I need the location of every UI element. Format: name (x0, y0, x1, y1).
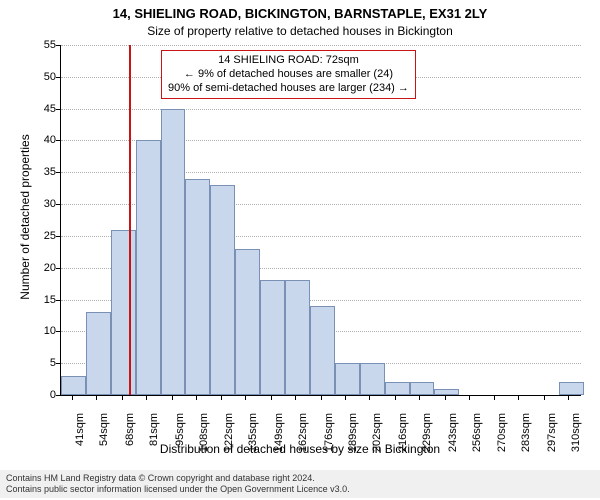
xtick-mark (221, 395, 222, 400)
xtick-label: 108sqm (198, 413, 210, 463)
histogram-bar (434, 389, 459, 395)
ytick-label: 50 (26, 71, 56, 83)
xtick-mark (196, 395, 197, 400)
ytick-label: 10 (26, 325, 56, 337)
xtick-label: 216sqm (397, 413, 409, 463)
ytick-mark (56, 140, 61, 141)
footer-line1: Contains HM Land Registry data © Crown c… (6, 473, 594, 484)
xtick-label: 122sqm (223, 413, 235, 463)
xtick-label: 283sqm (520, 413, 532, 463)
chart-subtitle: Size of property relative to detached ho… (0, 24, 600, 38)
ytick-mark (56, 268, 61, 269)
footer-attribution: Contains HM Land Registry data © Crown c… (0, 470, 600, 498)
annotation-box: 14 SHIELING ROAD: 72sqm← 9% of detached … (161, 50, 416, 99)
ytick-label: 45 (26, 103, 56, 115)
xtick-mark (395, 395, 396, 400)
ytick-mark (56, 395, 61, 396)
histogram-bar (161, 109, 186, 395)
xtick-label: 135sqm (247, 413, 259, 463)
xtick-label: 149sqm (273, 413, 285, 463)
xtick-label: 54sqm (98, 413, 110, 463)
xtick-label: 81sqm (148, 413, 160, 463)
xtick-mark (271, 395, 272, 400)
histogram-bar (136, 140, 161, 395)
annotation-line1: 14 SHIELING ROAD: 72sqm (168, 54, 409, 68)
xtick-mark (419, 395, 420, 400)
annotation-line3: 90% of semi-detached houses are larger (… (168, 82, 409, 96)
xtick-mark (544, 395, 545, 400)
annotation-line2: ← 9% of detached houses are smaller (24) (168, 68, 409, 82)
ytick-label: 35 (26, 166, 56, 178)
xtick-label: 189sqm (347, 413, 359, 463)
histogram-bar (335, 363, 360, 395)
histogram-bar (235, 249, 260, 395)
xtick-mark (72, 395, 73, 400)
xtick-label: 229sqm (421, 413, 433, 463)
ytick-label: 20 (26, 262, 56, 274)
xtick-mark (295, 395, 296, 400)
gridline (61, 45, 581, 46)
xtick-label: 297sqm (546, 413, 558, 463)
histogram-bar (185, 179, 210, 395)
xtick-label: 243sqm (447, 413, 459, 463)
xtick-mark (122, 395, 123, 400)
xtick-label: 68sqm (124, 413, 136, 463)
ytick-label: 55 (26, 39, 56, 51)
histogram-bar (385, 382, 410, 395)
xtick-label: 41sqm (74, 413, 86, 463)
xtick-label: 95sqm (174, 413, 186, 463)
ytick-mark (56, 204, 61, 205)
histogram-bar (61, 376, 86, 395)
ytick-label: 40 (26, 134, 56, 146)
xtick-mark (494, 395, 495, 400)
xtick-mark (96, 395, 97, 400)
histogram-bar (410, 382, 435, 395)
histogram-bar (260, 280, 285, 395)
ytick-mark (56, 77, 61, 78)
ytick-label: 25 (26, 230, 56, 242)
histogram-bar (310, 306, 335, 395)
ytick-label: 30 (26, 198, 56, 210)
histogram-bar (86, 312, 111, 395)
footer-line2: Contains public sector information licen… (6, 484, 594, 495)
histogram-bar (285, 280, 310, 395)
xtick-mark (518, 395, 519, 400)
ytick-mark (56, 172, 61, 173)
y-axis-label: Number of detached properties (18, 117, 32, 317)
histogram-bar (360, 363, 385, 395)
histogram-bar (210, 185, 235, 395)
xtick-mark (568, 395, 569, 400)
xtick-mark (469, 395, 470, 400)
xtick-label: 256sqm (471, 413, 483, 463)
xtick-mark (369, 395, 370, 400)
xtick-label: 202sqm (371, 413, 383, 463)
ytick-mark (56, 331, 61, 332)
ytick-label: 0 (26, 389, 56, 401)
plot-area: 14 SHIELING ROAD: 72sqm← 9% of detached … (60, 45, 581, 396)
xtick-label: 270sqm (496, 413, 508, 463)
xtick-mark (321, 395, 322, 400)
xtick-mark (445, 395, 446, 400)
xtick-label: 310sqm (570, 413, 582, 463)
ytick-mark (56, 236, 61, 237)
gridline (61, 109, 581, 110)
xtick-mark (172, 395, 173, 400)
xtick-mark (245, 395, 246, 400)
ytick-mark (56, 45, 61, 46)
chart-title: 14, SHIELING ROAD, BICKINGTON, BARNSTAPL… (0, 6, 600, 21)
xtick-mark (345, 395, 346, 400)
ytick-label: 15 (26, 294, 56, 306)
histogram-bar (559, 382, 584, 395)
xtick-mark (146, 395, 147, 400)
xtick-label: 176sqm (323, 413, 335, 463)
reference-line (129, 45, 131, 395)
histogram-bar (111, 230, 136, 395)
xtick-label: 162sqm (297, 413, 309, 463)
ytick-mark (56, 300, 61, 301)
chart-container: 14, SHIELING ROAD, BICKINGTON, BARNSTAPL… (0, 0, 600, 500)
ytick-mark (56, 363, 61, 364)
ytick-label: 5 (26, 357, 56, 369)
ytick-mark (56, 109, 61, 110)
